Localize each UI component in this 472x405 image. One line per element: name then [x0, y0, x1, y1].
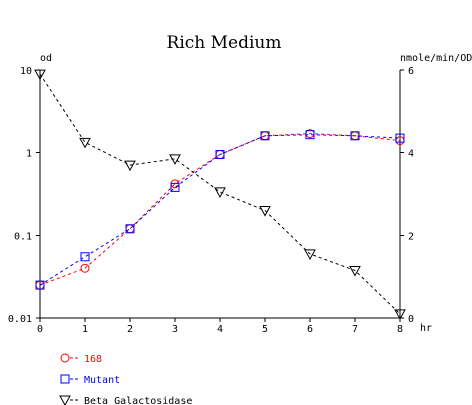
- right-y-tick-label: 0: [408, 314, 414, 325]
- x-tick-label: 0: [37, 324, 43, 335]
- data-point-beta-galactosidase: [304, 249, 316, 260]
- right-y-tick-label: 4: [408, 149, 414, 160]
- left-y-tick-label: 10: [20, 66, 32, 77]
- legend: 168 Mutant Beta Galactosidase: [59, 353, 192, 405]
- data-point-mutant: [215, 150, 225, 160]
- left-y-tick-label: 0.1: [14, 231, 32, 242]
- data-point-beta-galactosidase: [259, 206, 271, 217]
- data-point-beta-galactosidase: [34, 69, 46, 81]
- legend-marker-mutant: [60, 374, 70, 384]
- legend-label-beta-galactosidase: Beta Galactosidase: [84, 396, 192, 405]
- series-line-beta-galactosidase: [39, 73, 401, 315]
- data-point-beta-galactosidase: [124, 160, 136, 172]
- left-axis-label: od: [40, 53, 52, 64]
- data-point-beta-galactosidase: [394, 309, 406, 320]
- right-y-tick-label: 2: [408, 231, 414, 242]
- x-tick-label: 6: [307, 324, 313, 335]
- data-point-168: [80, 263, 90, 273]
- series-line-mutant: [39, 134, 401, 286]
- x-tick-label: 7: [352, 324, 358, 335]
- legend-label-mutant: Mutant: [84, 375, 120, 386]
- legend-label-168: 168: [84, 354, 102, 365]
- x-tick-label: 8: [397, 324, 403, 335]
- legend-marker-168: [60, 353, 70, 363]
- data-point-beta-galactosidase: [169, 154, 181, 165]
- legend-item-beta-galactosidase: Beta Galactosidase: [59, 395, 192, 405]
- data-point-mutant: [305, 130, 315, 140]
- x-tick-label: 2: [127, 324, 133, 335]
- axis-ticks: 0 1 2 3 4 5 6 7 8 0.01 0.1 1 10 0 2 4 6: [8, 66, 414, 335]
- right-axis-label: nmole/min/OD: [400, 53, 472, 64]
- data-point-beta-galactosidase: [349, 265, 361, 277]
- right-y-tick-label: 6: [408, 66, 414, 77]
- data-point-mutant: [260, 131, 270, 141]
- data-point-beta-galactosidase: [214, 187, 226, 198]
- legend-item-168: 168: [60, 353, 102, 365]
- x-axis-label: hr: [420, 323, 432, 334]
- series-beta-galactosidase: [34, 69, 406, 320]
- x-tick-label: 3: [172, 324, 178, 335]
- chart-title: Rich Medium: [167, 33, 282, 53]
- data-point-beta-galactosidase: [79, 137, 91, 149]
- left-y-tick-label: 0.01: [8, 314, 32, 325]
- data-point-mutant: [125, 224, 135, 234]
- x-tick-label: 1: [82, 324, 88, 335]
- series-mutant: [35, 130, 405, 290]
- series-layer: [34, 69, 406, 320]
- data-point-mutant: [350, 131, 360, 141]
- x-tick-label: 5: [262, 324, 268, 335]
- legend-item-mutant: Mutant: [60, 374, 120, 386]
- data-point-mutant: [395, 133, 405, 143]
- x-tick-label: 4: [217, 324, 223, 335]
- data-point-mutant: [170, 182, 180, 192]
- legend-marker-beta-galactosidase: [59, 395, 71, 405]
- left-y-tick-label: 1: [26, 149, 32, 160]
- data-point-mutant: [80, 252, 90, 262]
- series-line-168: [39, 133, 401, 286]
- series-168: [35, 129, 405, 290]
- data-point-mutant: [35, 280, 45, 290]
